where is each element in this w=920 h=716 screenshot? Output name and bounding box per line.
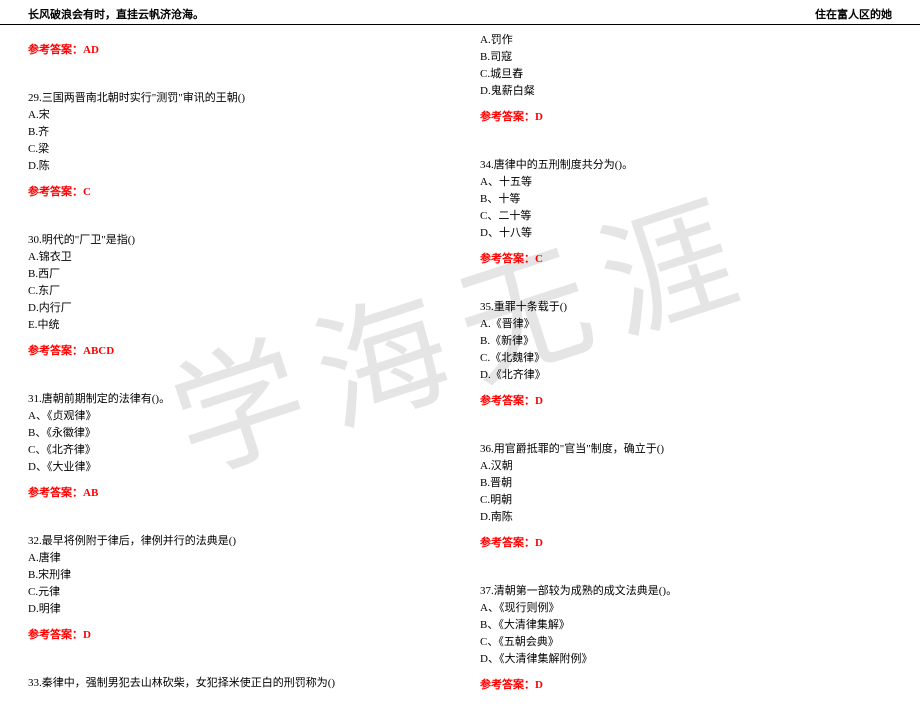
q30-c: C.东厂: [28, 282, 440, 298]
q32-b: B.宋刑律: [28, 566, 440, 582]
left-column: 参考答案：AD 29.三国两晋南北朝时实行"测罚"审讯的王朝() A.宋 B.齐…: [28, 31, 440, 710]
q35-a: A.《晋律》: [480, 315, 892, 331]
answer-37: 参考答案：D: [480, 676, 892, 692]
q33-d: D.鬼薪白粲: [480, 82, 892, 98]
q32-d: D.明律: [28, 600, 440, 616]
q29-d: D.陈: [28, 157, 440, 173]
q29-a: A.宋: [28, 106, 440, 122]
q34-c: C、二十等: [480, 207, 892, 223]
q30-b: B.西厂: [28, 265, 440, 281]
q32-a: A.唐律: [28, 549, 440, 565]
answer-prev: 参考答案：AD: [28, 41, 440, 57]
answer-33: 参考答案：D: [480, 108, 892, 124]
content-area: 参考答案：AD 29.三国两晋南北朝时实行"测罚"审讯的王朝() A.宋 B.齐…: [0, 25, 920, 716]
q33-c: C.城旦舂: [480, 65, 892, 81]
q31: 31.唐朝前期制定的法律有()。: [28, 390, 440, 406]
q29: 29.三国两晋南北朝时实行"测罚"审讯的王朝(): [28, 89, 440, 105]
q37-d: D、《大清律集解附例》: [480, 650, 892, 666]
q30-a: A.锦衣卫: [28, 248, 440, 264]
q37-a: A、《现行则例》: [480, 599, 892, 615]
answer-34: 参考答案：C: [480, 250, 892, 266]
q36-c: C.明朝: [480, 491, 892, 507]
answer-30: 参考答案：ABCD: [28, 342, 440, 358]
header-left: 长风破浪会有时，直挂云帆济沧海。: [28, 6, 204, 22]
q37-b: B、《大清律集解》: [480, 616, 892, 632]
q33: 33.秦律中，强制男犯去山林砍柴，女犯择米使正白的刑罚称为(): [28, 674, 440, 690]
q32-c: C.元律: [28, 583, 440, 599]
q37: 37.清朝第一部较为成熟的成文法典是()。: [480, 582, 892, 598]
answer-31: 参考答案：AB: [28, 484, 440, 500]
q36-d: D.南陈: [480, 508, 892, 524]
q35: 35.重罪十条载于(): [480, 298, 892, 314]
q34-a: A、十五等: [480, 173, 892, 189]
answer-32: 参考答案：D: [28, 626, 440, 642]
q32: 32.最早将例附于律后，律例并行的法典是(): [28, 532, 440, 548]
header-right: 住在富人区的她: [815, 6, 892, 22]
q30-e: E.中统: [28, 316, 440, 332]
right-column: A.罚作 B.司寇 C.城旦舂 D.鬼薪白粲 参考答案：D 34.唐律中的五刑制…: [480, 31, 892, 710]
q31-c: C、《北齐律》: [28, 441, 440, 457]
answer-35: 参考答案：D: [480, 392, 892, 408]
answer-29: 参考答案：C: [28, 183, 440, 199]
q37-c: C、《五朝会典》: [480, 633, 892, 649]
q31-b: B、《永徽律》: [28, 424, 440, 440]
q29-b: B.齐: [28, 123, 440, 139]
q30-d: D.内行厂: [28, 299, 440, 315]
q31-a: A、《贞观律》: [28, 407, 440, 423]
q34-d: D、十八等: [480, 224, 892, 240]
q30: 30.明代的"厂卫"是指(): [28, 231, 440, 247]
q36-b: B.晋朝: [480, 474, 892, 490]
page-header: 长风破浪会有时，直挂云帆济沧海。 住在富人区的她: [0, 0, 920, 25]
q36-a: A.汉朝: [480, 457, 892, 473]
q36: 36.用官爵抵罪的"官当"制度，确立于(): [480, 440, 892, 456]
q35-b: B.《新律》: [480, 332, 892, 348]
q33-a: A.罚作: [480, 31, 892, 47]
answer-36: 参考答案：D: [480, 534, 892, 550]
q35-c: C.《北魏律》: [480, 349, 892, 365]
q34-b: B、十等: [480, 190, 892, 206]
q33-b: B.司寇: [480, 48, 892, 64]
q29-c: C.梁: [28, 140, 440, 156]
q34: 34.唐律中的五刑制度共分为()。: [480, 156, 892, 172]
q31-d: D、《大业律》: [28, 458, 440, 474]
q35-d: D.《北齐律》: [480, 366, 892, 382]
